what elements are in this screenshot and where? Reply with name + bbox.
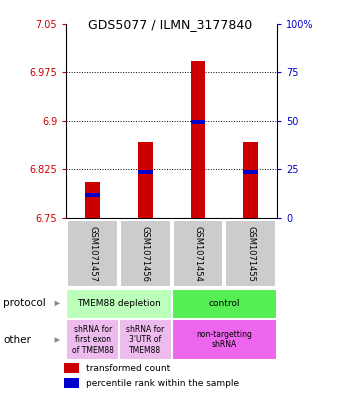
Text: GDS5077 / ILMN_3177840: GDS5077 / ILMN_3177840 xyxy=(88,18,252,31)
Bar xyxy=(120,220,171,287)
Bar xyxy=(138,170,153,174)
Bar xyxy=(67,220,118,287)
Bar xyxy=(191,120,205,124)
Bar xyxy=(172,319,277,360)
Bar xyxy=(85,182,100,218)
Bar xyxy=(173,220,223,287)
Bar xyxy=(66,289,172,319)
Text: GSM1071455: GSM1071455 xyxy=(246,226,255,282)
Text: GSM1071457: GSM1071457 xyxy=(88,226,97,282)
Bar xyxy=(85,193,100,197)
Bar xyxy=(243,141,258,218)
Bar xyxy=(66,319,119,360)
Text: shRNA for
first exon
of TMEM88: shRNA for first exon of TMEM88 xyxy=(72,325,114,354)
Bar xyxy=(243,170,258,174)
Bar xyxy=(172,289,277,319)
Bar xyxy=(138,141,153,218)
Text: non-targetting
shRNA: non-targetting shRNA xyxy=(197,330,252,349)
Bar xyxy=(64,378,79,388)
Text: protocol: protocol xyxy=(3,298,46,309)
Bar xyxy=(191,61,205,218)
Text: GSM1071456: GSM1071456 xyxy=(141,226,150,282)
Bar xyxy=(225,220,276,287)
Bar xyxy=(64,364,79,373)
Text: control: control xyxy=(209,299,240,309)
Bar xyxy=(119,319,172,360)
Text: transformed count: transformed count xyxy=(86,364,170,373)
Text: GSM1071454: GSM1071454 xyxy=(193,226,203,282)
Text: percentile rank within the sample: percentile rank within the sample xyxy=(86,378,239,387)
Text: TMEM88 depletion: TMEM88 depletion xyxy=(77,299,161,309)
Text: other: other xyxy=(3,335,31,345)
Text: shRNA for
3'UTR of
TMEM88: shRNA for 3'UTR of TMEM88 xyxy=(126,325,165,354)
